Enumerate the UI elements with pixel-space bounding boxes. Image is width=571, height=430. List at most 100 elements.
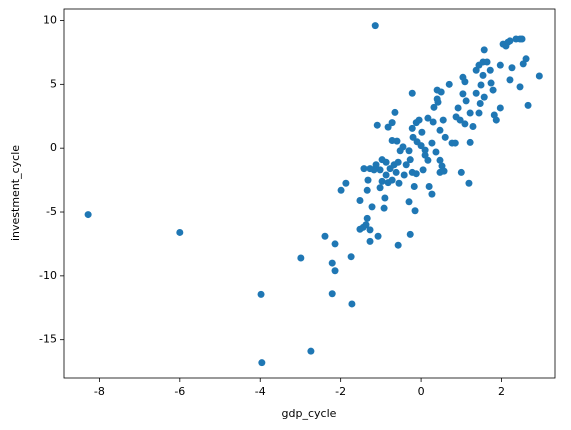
x-tick-label: 0 <box>418 385 425 398</box>
point <box>421 151 429 159</box>
point <box>328 290 336 298</box>
point <box>176 228 184 236</box>
x-tick-label: -8 <box>94 385 105 398</box>
point <box>483 58 491 66</box>
point <box>508 64 516 72</box>
point <box>373 121 381 129</box>
point <box>461 78 469 86</box>
point <box>382 171 390 179</box>
point <box>439 116 447 124</box>
x-axis-label: gdp_cycle <box>282 407 337 420</box>
y-tick-label: -5 <box>46 205 57 218</box>
x-tick-label: 2 <box>498 385 505 398</box>
x-tick-label: -6 <box>174 385 185 398</box>
point <box>337 186 345 194</box>
point <box>366 237 374 245</box>
point <box>376 184 384 192</box>
point <box>411 207 419 215</box>
point <box>321 232 329 240</box>
point <box>486 66 494 74</box>
point <box>451 139 459 147</box>
point <box>437 88 445 96</box>
point <box>388 176 396 184</box>
point <box>475 109 483 117</box>
point <box>432 148 440 156</box>
point <box>331 267 339 275</box>
point <box>428 190 436 198</box>
point <box>409 133 417 141</box>
point <box>492 116 500 124</box>
point <box>477 81 485 89</box>
point <box>454 104 462 112</box>
point <box>408 124 416 132</box>
point <box>393 137 401 145</box>
x-tick-label: -2 <box>335 385 346 398</box>
point <box>419 166 427 174</box>
point <box>384 123 392 131</box>
point <box>535 72 543 80</box>
point <box>506 76 514 84</box>
point <box>496 104 504 112</box>
point <box>371 22 379 30</box>
point <box>402 161 410 169</box>
point <box>487 79 495 87</box>
y-tick-label: 10 <box>43 13 57 26</box>
point <box>506 37 514 45</box>
point <box>428 139 436 147</box>
point <box>466 109 474 117</box>
y-tick-label: -15 <box>39 333 57 346</box>
point <box>429 118 437 126</box>
point <box>489 86 497 94</box>
point <box>257 290 265 298</box>
point <box>84 211 92 219</box>
point <box>356 197 364 205</box>
point <box>476 99 484 107</box>
point <box>415 116 423 124</box>
point <box>472 66 480 74</box>
point <box>479 71 487 79</box>
point <box>406 156 414 164</box>
point <box>412 170 420 178</box>
point <box>465 179 473 187</box>
point <box>445 80 453 88</box>
y-axis-label: investment_cycle <box>9 145 22 241</box>
point <box>258 359 266 367</box>
point <box>348 300 356 308</box>
point <box>430 103 438 111</box>
point <box>518 35 526 43</box>
point <box>418 128 426 136</box>
point <box>462 97 470 105</box>
point <box>376 166 384 174</box>
point <box>405 147 413 155</box>
point <box>362 221 370 229</box>
point <box>425 182 433 190</box>
point <box>524 101 532 109</box>
point <box>459 90 467 98</box>
point <box>396 147 404 155</box>
point <box>331 240 339 248</box>
point <box>347 253 355 261</box>
point <box>434 98 442 106</box>
point <box>466 138 474 146</box>
point <box>519 60 527 68</box>
point <box>424 114 432 122</box>
point <box>480 46 488 54</box>
point <box>360 165 368 173</box>
point <box>363 214 371 222</box>
point <box>380 204 388 212</box>
point <box>366 165 374 173</box>
plot-frame <box>63 8 556 379</box>
point <box>406 230 414 238</box>
point <box>522 55 530 63</box>
y-tick-label: 0 <box>50 141 57 154</box>
point <box>400 171 408 179</box>
point <box>421 146 429 154</box>
y-tick-label: 5 <box>50 77 57 90</box>
point <box>307 347 315 355</box>
point <box>472 89 480 97</box>
point <box>394 158 402 166</box>
point <box>457 168 465 176</box>
point <box>297 254 305 262</box>
